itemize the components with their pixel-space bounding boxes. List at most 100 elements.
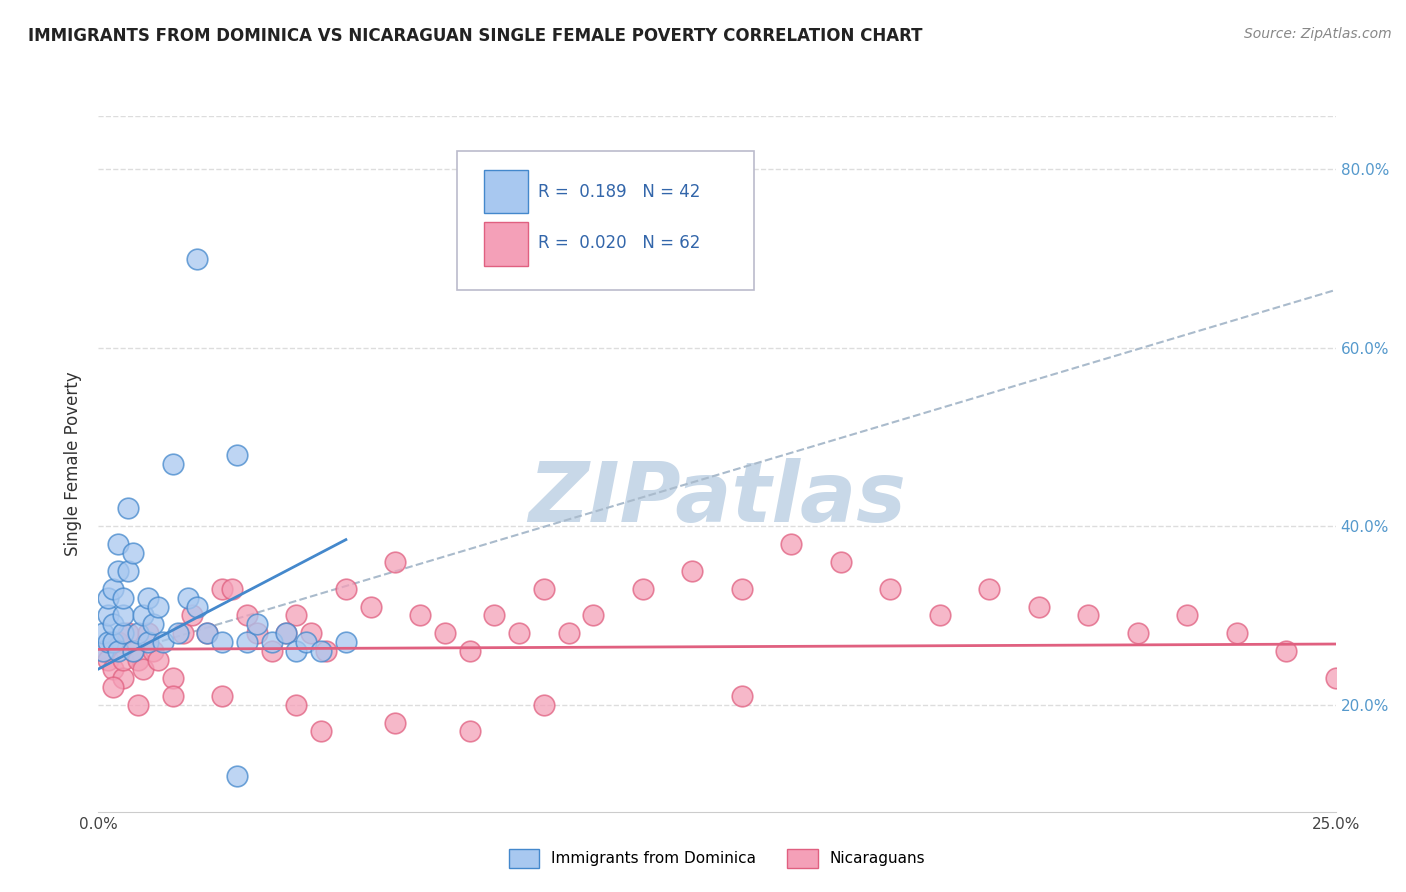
Point (97, 591, 120, 605)
Point (315, 644, 337, 658)
Point (136, 626, 159, 640)
Point (97, 653, 120, 667)
Point (136, 635, 159, 649)
Point (631, 582, 654, 596)
Point (681, 564, 703, 578)
Point (335, 635, 357, 649)
Point (246, 617, 269, 632)
Point (122, 644, 145, 658)
Point (103, 662, 125, 676)
Point (142, 617, 165, 632)
Point (1028, 599, 1050, 614)
Point (246, 626, 269, 640)
Point (103, 635, 125, 649)
Point (458, 644, 481, 658)
Point (211, 689, 233, 703)
Point (162, 457, 184, 471)
Point (97, 608, 120, 623)
Point (112, 626, 135, 640)
Point (122, 546, 145, 560)
Point (1226, 626, 1249, 640)
Point (93, 644, 115, 658)
Point (226, 448, 249, 462)
Text: ZIPatlas: ZIPatlas (529, 458, 905, 539)
Point (117, 501, 139, 516)
Point (309, 644, 332, 658)
Point (186, 252, 208, 266)
Point (226, 769, 249, 783)
Legend: Immigrants from Dominica, Nicaraguans: Immigrants from Dominica, Nicaraguans (502, 843, 932, 873)
Point (162, 671, 184, 685)
Point (112, 591, 135, 605)
Point (112, 608, 135, 623)
Point (146, 599, 169, 614)
FancyBboxPatch shape (485, 222, 527, 266)
Point (236, 635, 259, 649)
Point (142, 644, 165, 658)
Point (146, 653, 169, 667)
Point (309, 724, 332, 739)
Point (731, 582, 754, 596)
Point (103, 680, 125, 694)
Point (582, 608, 605, 623)
Point (136, 591, 159, 605)
Point (107, 537, 129, 551)
Point (117, 626, 139, 640)
Point (186, 599, 208, 614)
Point (830, 555, 852, 569)
Point (132, 662, 155, 676)
Point (195, 626, 218, 640)
Text: IMMIGRANTS FROM DOMINICA VS NICARAGUAN SINGLE FEMALE POVERTY CORRELATION CHART: IMMIGRANTS FROM DOMINICA VS NICARAGUAN S… (28, 27, 922, 45)
Point (162, 689, 184, 703)
Point (276, 626, 298, 640)
Point (731, 689, 754, 703)
Point (195, 626, 218, 640)
Text: R =  0.020   N = 62: R = 0.020 N = 62 (537, 235, 700, 252)
Point (127, 698, 149, 712)
Text: Source: ZipAtlas.com: Source: ZipAtlas.com (1244, 27, 1392, 41)
Point (176, 591, 198, 605)
Point (181, 608, 204, 623)
Point (152, 635, 174, 649)
Point (335, 582, 357, 596)
Point (533, 582, 555, 596)
Point (260, 644, 283, 658)
Point (458, 724, 481, 739)
Point (879, 582, 901, 596)
Point (780, 537, 803, 551)
Point (384, 555, 406, 569)
Point (93, 626, 115, 640)
Point (236, 608, 259, 623)
Point (97, 635, 120, 649)
Point (433, 626, 456, 640)
Point (360, 599, 382, 614)
Point (1275, 644, 1298, 658)
Text: R =  0.189   N = 42: R = 0.189 N = 42 (537, 183, 700, 201)
Point (276, 626, 298, 640)
Point (211, 582, 233, 596)
Point (384, 715, 406, 730)
Point (285, 698, 308, 712)
Point (1175, 608, 1198, 623)
Point (557, 626, 579, 640)
Point (260, 635, 283, 649)
Point (484, 608, 506, 623)
Point (112, 653, 135, 667)
FancyBboxPatch shape (457, 151, 754, 290)
Point (107, 635, 129, 649)
Point (103, 617, 125, 632)
Point (1126, 626, 1149, 640)
Point (112, 671, 135, 685)
Point (172, 626, 194, 640)
Point (127, 653, 149, 667)
Point (1077, 608, 1099, 623)
Point (132, 608, 155, 623)
FancyBboxPatch shape (485, 169, 527, 213)
Point (221, 582, 243, 596)
Point (127, 626, 149, 640)
Point (117, 564, 139, 578)
Point (122, 644, 145, 658)
Point (533, 698, 555, 712)
Point (1324, 671, 1347, 685)
Point (166, 626, 188, 640)
